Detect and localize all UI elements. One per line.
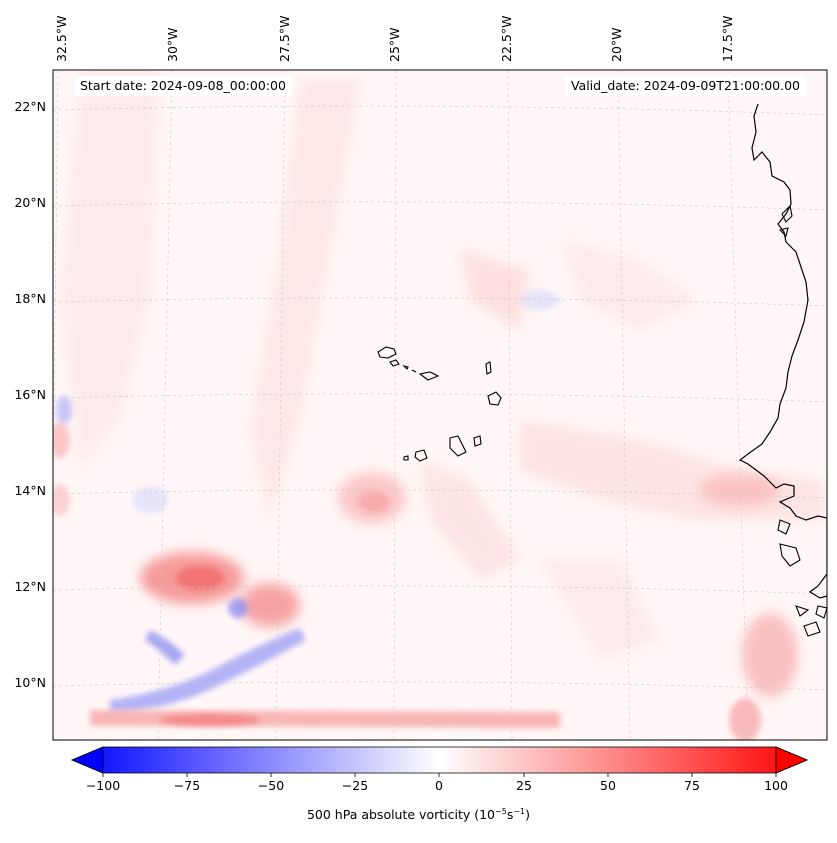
- lon-label: 17.5°W: [720, 16, 735, 62]
- colorbar-max-arrow: [775, 746, 809, 774]
- colorbar-bar: [70, 746, 809, 774]
- lon-label: 20°W: [609, 27, 624, 62]
- lat-label: 12°N: [14, 579, 46, 594]
- lon-label: 25°W: [387, 27, 402, 62]
- lat-label: 14°N: [14, 483, 46, 498]
- african-coastline: [738, 103, 827, 599]
- lat-label: 22°N: [14, 99, 46, 114]
- cabo-verde-islands: [377, 346, 502, 462]
- colorbar-tick-label: −75: [173, 778, 201, 793]
- colorbar-title: 500 hPa absolute vorticity (10−5s−1): [306, 807, 531, 823]
- lon-label: 22.5°W: [499, 16, 514, 62]
- colorbar-ticks: [102, 773, 777, 777]
- lon-label: 30°W: [165, 27, 180, 62]
- colorbar-tick-label: 75: [684, 778, 700, 793]
- map-panel: [53, 70, 827, 740]
- lat-label: 16°N: [14, 387, 46, 402]
- colorbar-tick-label: −100: [85, 778, 121, 793]
- vorticity-field: [53, 70, 827, 740]
- lat-label: 10°N: [14, 675, 46, 690]
- valid-date-label: Valid_date: 2024-09-09T21:00:00.00: [564, 76, 806, 96]
- colorbar-tick-label: −25: [341, 778, 369, 793]
- graticule: [53, 70, 827, 740]
- lon-label: 27.5°W: [277, 16, 292, 62]
- lat-label: 20°N: [14, 195, 46, 210]
- lon-label: 32.5°W: [54, 16, 69, 62]
- colorbar-tick-label: 25: [516, 778, 532, 793]
- map-border: [52, 69, 828, 741]
- colorbar-min-arrow: [70, 746, 104, 774]
- colorbar-tick-label: −50: [257, 778, 285, 793]
- start-date-label: Start date: 2024-09-08_00:00:00: [74, 76, 292, 96]
- colorbar-tick-label: 100: [764, 778, 788, 793]
- colorbar-tick-label: 50: [600, 778, 616, 793]
- lat-label: 18°N: [14, 291, 46, 306]
- colorbar: [70, 746, 809, 777]
- colorbar-tick-label: 0: [435, 778, 443, 793]
